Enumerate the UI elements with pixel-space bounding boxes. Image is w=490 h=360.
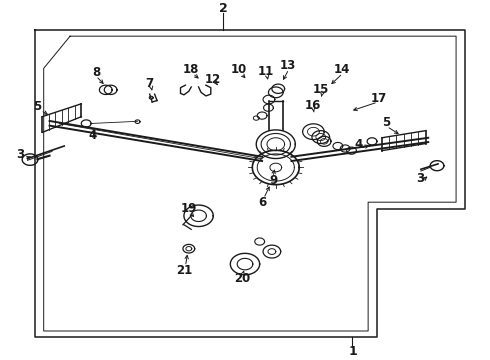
Text: 17: 17 (371, 92, 387, 105)
Text: 8: 8 (92, 66, 100, 79)
Text: 19: 19 (181, 202, 197, 215)
Text: 2: 2 (219, 3, 227, 15)
Text: 5: 5 (33, 100, 42, 113)
Text: 3: 3 (16, 148, 24, 161)
Text: 7: 7 (146, 77, 154, 90)
Text: 18: 18 (183, 63, 199, 76)
Text: 5: 5 (382, 116, 390, 129)
Text: 3: 3 (416, 172, 424, 185)
Text: 12: 12 (205, 73, 221, 86)
Text: 4: 4 (355, 139, 363, 152)
Text: 1: 1 (348, 345, 357, 357)
Text: 6: 6 (258, 196, 266, 209)
Text: 13: 13 (280, 59, 296, 72)
Text: 14: 14 (334, 63, 350, 76)
Text: 10: 10 (230, 63, 247, 76)
Text: 4: 4 (88, 129, 97, 142)
Text: 11: 11 (258, 66, 274, 78)
Text: 9: 9 (269, 174, 277, 187)
Text: 16: 16 (304, 99, 320, 112)
Text: 21: 21 (176, 264, 192, 277)
Text: 20: 20 (234, 272, 251, 285)
Text: 15: 15 (313, 83, 329, 96)
